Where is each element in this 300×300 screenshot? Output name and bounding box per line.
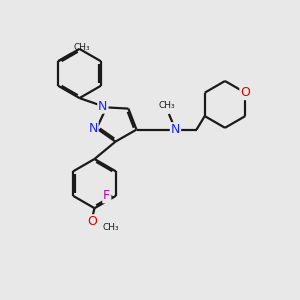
Text: N: N <box>171 123 180 136</box>
Text: CH₃: CH₃ <box>73 43 90 52</box>
Text: O: O <box>240 86 250 99</box>
Text: CH₃: CH₃ <box>158 101 175 110</box>
Text: N: N <box>98 100 108 113</box>
Text: CH₃: CH₃ <box>103 223 119 232</box>
Text: N: N <box>88 122 98 135</box>
Text: F: F <box>103 189 110 203</box>
Text: O: O <box>87 215 97 228</box>
